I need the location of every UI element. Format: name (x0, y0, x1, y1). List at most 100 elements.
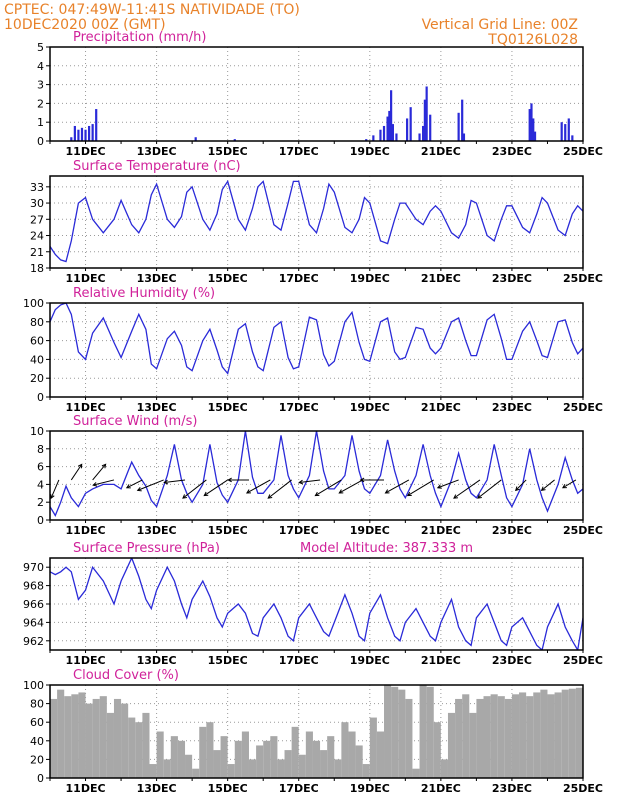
run-date: 10DEC2020 00Z (GMT) (4, 17, 166, 33)
panel-temperature: Surface Temperature (nC) 18 21 24 27 30 33 11DE… (30, 159, 603, 285)
wind-arrow-head (314, 491, 320, 497)
cloud-cover-bar (185, 754, 193, 778)
precip-bar (425, 86, 428, 141)
panel-frame (49, 684, 584, 779)
plot-data (70, 86, 574, 141)
y-tick-label: 964 (23, 616, 44, 629)
wind-arrow (70, 463, 83, 481)
wind-arrow-shaft (407, 479, 435, 496)
wind-arrow-head (436, 484, 442, 489)
panel-wind: Surface Wind (m/s) 0 2 4 6 8 10 11DEC 13DEC 15DEC… (30, 414, 603, 537)
cloud-cover-bar (234, 740, 242, 778)
x-tick-label: 11DEC (66, 524, 106, 537)
x-tick-label: 19DEC (350, 654, 390, 667)
y-tick-label: 18 (30, 262, 44, 275)
y-tick-label: 27 (30, 213, 44, 226)
precip-bar (388, 110, 391, 141)
cloud-cover-bar (85, 703, 93, 778)
series-line (50, 303, 583, 375)
x-tick-label: 15DEC (208, 145, 248, 158)
x-tick-label: 13DEC (137, 272, 177, 285)
x-tick-label: 11DEC (66, 654, 106, 667)
x-tick-label: 13DEC (137, 145, 177, 158)
cloud-cover-bar (511, 694, 520, 778)
cloud-cover-bar (568, 688, 576, 778)
wind-arrow-head (515, 486, 520, 492)
x-tick-label: 21DEC (421, 272, 461, 285)
plot-data (50, 685, 583, 778)
precip-bar (70, 137, 73, 141)
wind-arrow-shaft (477, 479, 502, 499)
cloud-cover-bar (312, 740, 321, 778)
x-tick-label: 19DEC (350, 524, 390, 537)
cloud-cover-bar (398, 689, 406, 778)
wind-arrow-shaft (70, 464, 83, 481)
precip-bar (409, 107, 412, 141)
y-tick-label: 0 (37, 391, 44, 404)
panel-frame (49, 46, 584, 142)
plot-data (50, 179, 583, 263)
x-tick-label: 23DEC (492, 401, 532, 414)
cloud-cover-bar (362, 764, 370, 778)
precip-bar (457, 112, 460, 141)
cloud-cover-bar (447, 712, 456, 778)
wind-arrow-head (267, 494, 273, 499)
plot-data (50, 431, 583, 517)
x-tick-label: 19DEC (350, 782, 390, 795)
x-tick-label: 13DEC (137, 654, 177, 667)
x-tick-label: 25DEC (563, 654, 603, 667)
y-tick-label: 33 (30, 181, 44, 194)
x-tick-label: 13DEC (137, 524, 177, 537)
cloud-cover-bar (476, 698, 484, 778)
precip-bar (386, 116, 389, 141)
x-tick-label: 17DEC (279, 272, 319, 285)
wind-arrow-head (125, 484, 131, 489)
panels: Precipitation (mm/h) 0 1 2 3 4 5 11DEC 13DEC 15DE… (23, 30, 603, 795)
wind-arrow-head (359, 477, 365, 483)
cloud-cover-bar (305, 731, 313, 778)
x-tick-label: 25DEC (563, 782, 603, 795)
plot-data (50, 303, 583, 375)
wind-arrow-head (245, 489, 251, 494)
x-tick-label: 13DEC (137, 782, 177, 795)
wind-arrow (92, 479, 115, 487)
precip-bar (462, 133, 466, 141)
wind-arrow-head (203, 491, 209, 497)
panel-title: Cloud Cover (%) (73, 668, 179, 683)
wind-arrow (267, 479, 292, 499)
model-id: TQ0126L028 (487, 32, 578, 48)
precip-bar (533, 131, 537, 141)
cloud-cover-bar (156, 731, 164, 778)
cloud-cover-bar (163, 759, 171, 778)
panel-humidity: Relative Humidity (%) 0 20 40 60 80 100 11DEC 13… (23, 286, 603, 414)
cloud-cover-bar (298, 754, 306, 778)
wind-arrow-head (453, 494, 458, 499)
y-tick-label: 60 (30, 335, 44, 348)
cloud-cover-bar (320, 750, 328, 778)
y-tick-label: 2 (37, 97, 44, 110)
cloud-cover-bar (227, 764, 235, 778)
y-tick-label: 20 (30, 753, 44, 766)
y-tick-label: 21 (30, 246, 44, 259)
cloud-cover-bar (455, 698, 463, 778)
y-tick-label: 5 (37, 41, 44, 54)
cloud-cover-bar (334, 759, 342, 778)
wind-arrow-head (540, 486, 546, 492)
x-tick-label: 21DEC (421, 145, 461, 158)
precip-bar (571, 135, 574, 141)
cloud-cover-bar (92, 698, 100, 778)
precip-bar (73, 125, 76, 141)
cloud-cover-bar (121, 703, 129, 778)
wind-arrow (92, 463, 107, 481)
x-tick-label: 23DEC (492, 272, 532, 285)
wind-arrow-shaft (203, 479, 228, 496)
x-tick-label: 21DEC (421, 401, 461, 414)
cloud-cover-bar (497, 696, 505, 778)
precip-bar (382, 125, 386, 141)
series-line (50, 179, 583, 263)
precip-bar (395, 133, 398, 141)
panel-annotation: Model Altitude: 387.333 m (300, 541, 473, 556)
y-tick-label: 100 (23, 297, 44, 310)
x-tick-label: 17DEC (279, 145, 319, 158)
precip-bar (365, 139, 368, 141)
